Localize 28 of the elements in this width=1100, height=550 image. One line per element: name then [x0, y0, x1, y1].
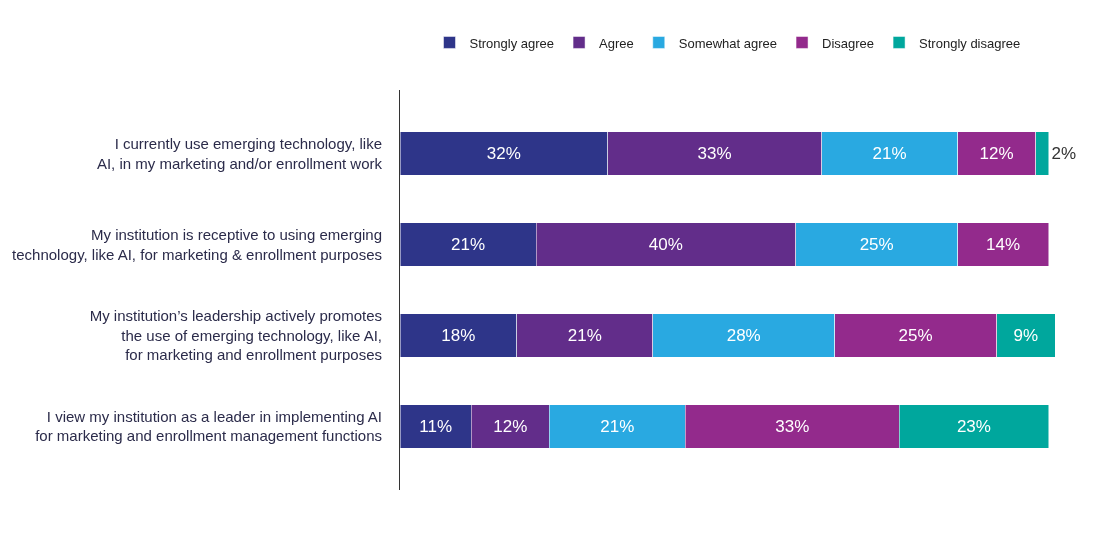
data-label: 21%: [600, 416, 635, 436]
data-label: 21%: [872, 144, 907, 164]
data-label: 21%: [567, 325, 602, 345]
legend-label: Strongly disagree: [919, 35, 1021, 51]
legend-label: Strongly agree: [469, 35, 555, 51]
data-label: 28%: [726, 325, 761, 345]
data-label: 33%: [697, 144, 732, 164]
data-label: 25%: [898, 325, 933, 345]
y-tick-label: I currently use emerging technology, like AI, in my marketing and/or enrollment work: [96, 135, 383, 172]
data-label: 18%: [441, 325, 476, 345]
data-label: 21%: [451, 235, 486, 255]
data-label: 9%: [1013, 325, 1039, 345]
data-label: 32%: [486, 144, 521, 164]
y-tick-label: I view my institution as a leader in implementing AI for marketing and enrollment management functions: [35, 407, 382, 445]
legend-label: Somewhat agree: [678, 35, 778, 51]
legend-label: Disagree: [822, 35, 875, 51]
y-tick-label: My institution’s leadership actively promotes the use of emerging technology, like AI, for marketing and enrollment purposes: [89, 307, 382, 364]
data-label: 23%: [956, 416, 991, 436]
data-label: 33%: [775, 416, 810, 436]
data-label: 12%: [493, 416, 528, 436]
legend-label: Agree: [599, 35, 634, 51]
data-label: 12%: [979, 144, 1014, 164]
y-tick-label: My institution is receptive to using emerging technology, like AI, for marketing & enrollment purposes: [12, 226, 382, 263]
data-label: 40%: [648, 235, 683, 255]
data-label: 25%: [859, 235, 894, 255]
data-label: 2%: [1051, 144, 1077, 164]
data-label: 14%: [986, 235, 1021, 255]
data-label: 11%: [419, 416, 453, 436]
